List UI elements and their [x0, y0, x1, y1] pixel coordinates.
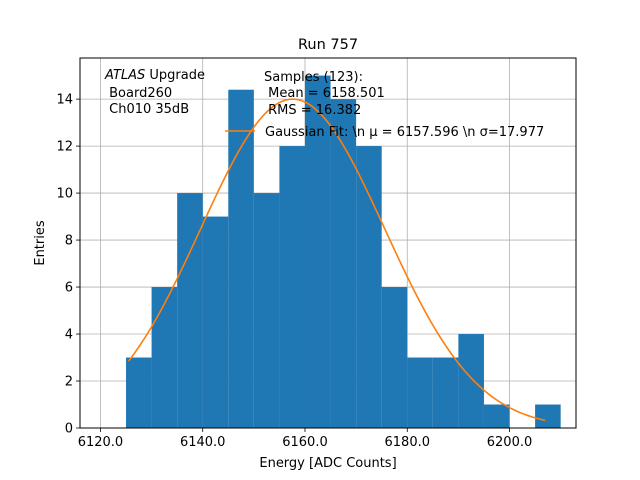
histogram-bar	[279, 146, 305, 428]
samples-label: Samples (123):	[264, 70, 363, 85]
histogram-bar	[126, 357, 152, 428]
x-tick-label: 6200.0	[487, 435, 533, 450]
histogram-bar	[228, 89, 254, 428]
x-tick-label: 6120.0	[78, 435, 124, 450]
histogram-bar	[535, 404, 561, 428]
bars-layer	[126, 75, 561, 428]
x-tick-label: 6180.0	[385, 435, 431, 450]
x-tick-label: 6160.0	[282, 435, 328, 450]
x-tick-label: 6140.0	[180, 435, 226, 450]
histogram-bar	[253, 193, 280, 428]
board-label: Board260	[105, 86, 172, 101]
histogram-bar	[407, 357, 433, 428]
histogram-bar	[458, 334, 484, 428]
y-tick-label: 8	[65, 234, 73, 249]
y-tick-label: 10	[56, 187, 73, 202]
histogram-bar	[356, 146, 382, 428]
y-tick-label: 0	[65, 422, 73, 437]
atlas-label: ATLAS Upgrade	[104, 68, 205, 83]
y-tick-label: 12	[56, 140, 73, 155]
y-tick-label: 2	[65, 375, 73, 390]
mean-label: Mean = 6158.501	[264, 86, 385, 101]
histogram-bar	[304, 75, 331, 428]
histogram-bar	[432, 357, 459, 428]
gaussian-fit-line	[127, 98, 546, 422]
y-tick-label: 6	[65, 281, 73, 296]
y-tick-label: 4	[65, 328, 73, 343]
histogram-bar	[330, 99, 357, 428]
y-ticks: 0 2 4 6 8 10 12 14	[56, 93, 80, 437]
histogram-bar	[483, 404, 510, 428]
fit-layer	[127, 98, 546, 422]
atlas-upgrade-text: Upgrade	[145, 68, 205, 83]
histogram-bar	[151, 287, 178, 428]
rms-label: RMS = 16.382	[264, 103, 361, 118]
atlas-italic-text: ATLAS	[104, 68, 145, 83]
x-ticks: 6120.0 6140.0 6160.0 6180.0 6200.0	[78, 428, 533, 450]
plot-frame	[79, 57, 577, 429]
histogram-bar	[177, 193, 203, 428]
chart-title: Run 757	[298, 37, 358, 53]
x-axis-label: Energy [ADC Counts]	[259, 456, 396, 471]
channel-label: Ch010 35dB	[105, 102, 189, 117]
y-axis-label: Entries	[33, 220, 48, 266]
histogram-bar	[381, 287, 408, 428]
legend-fit-label: Gaussian Fit: \n μ = 6157.596 \n σ=17.97…	[265, 125, 544, 140]
histogram-bar	[202, 216, 229, 428]
y-tick-label: 14	[56, 93, 73, 108]
